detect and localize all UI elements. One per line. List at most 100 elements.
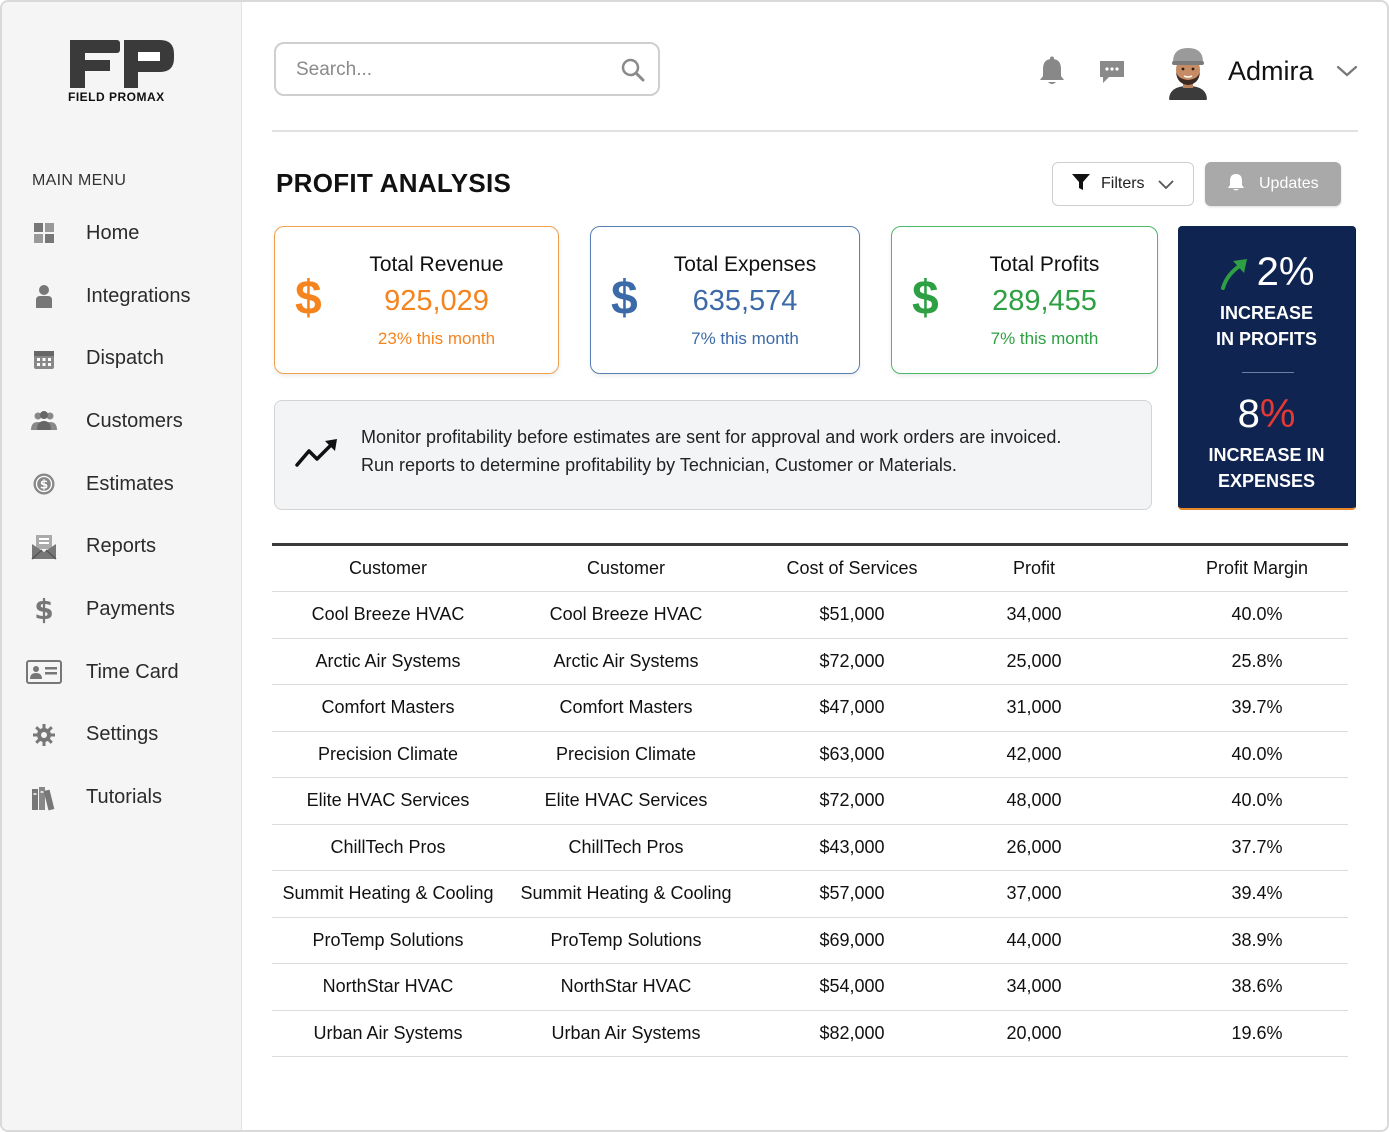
table-row[interactable]: ProTemp Solutions ProTemp Solutions $69,00…	[272, 918, 1348, 964]
table-cell: 37,000	[1006, 883, 1062, 904]
calendar-icon	[28, 344, 60, 374]
sidebar-item-time-card[interactable]: Time Card	[2, 641, 242, 704]
filters-label: Filters	[1101, 175, 1145, 192]
table-cell: $54,000	[819, 976, 885, 997]
gear-icon	[28, 720, 60, 750]
table-cell: 44,000	[1006, 929, 1062, 950]
table-cell: Precision Climate	[317, 743, 459, 764]
table-cell: $43,000	[819, 836, 885, 857]
id-card-icon	[24, 657, 64, 687]
expense-increase-number: 8	[1237, 392, 1260, 436]
user-name[interactable]: Admira	[1228, 56, 1314, 86]
table-cell: 42,000	[1006, 743, 1062, 764]
dollar-sign-icon: $	[28, 594, 60, 624]
info-text-line-2: Run reports to determine profitability b…	[361, 455, 957, 475]
card-title: Total Profits	[989, 253, 1100, 276]
sidebar-item-label: Tutorials	[86, 786, 162, 809]
table-row[interactable]: Arctic Air Systems Arctic Air Systems $72,…	[272, 639, 1348, 685]
table-cell: 34,000	[1006, 976, 1062, 997]
table-cell: Summit Heating & Cooling	[520, 883, 732, 904]
expense-increase-label-2: EXPENSES	[1217, 471, 1316, 491]
column-header[interactable]: Customer	[586, 558, 666, 578]
svg-text:$: $	[40, 478, 48, 492]
sidebar-item-label: Reports	[86, 535, 157, 558]
table-cell: 25.8%	[1231, 650, 1283, 671]
table-row[interactable]: Precision Climate Precision Climate $63,00…	[272, 732, 1348, 778]
table-cell: $72,000	[819, 650, 885, 671]
card-title: Total Expenses	[673, 253, 817, 276]
table-cell: 39.7%	[1231, 697, 1283, 718]
group-icon	[28, 406, 60, 436]
sidebar-item-label: Dispatch	[86, 347, 164, 370]
table-cell: $82,000	[819, 1022, 885, 1043]
table-cell: $69,000	[819, 929, 885, 950]
column-header[interactable]: Profit	[1012, 558, 1055, 578]
expense-increase-label-1: INCREASE IN	[1208, 445, 1325, 465]
table-cell: Cool Breeze HVAC	[549, 604, 703, 625]
card-change: 7% this month	[691, 329, 799, 348]
avatar[interactable]	[1165, 44, 1211, 100]
card-change: 7% this month	[990, 329, 1099, 348]
sidebar-item-integrations[interactable]: Integrations	[2, 265, 242, 328]
table-cell: Urban Air Systems	[313, 1022, 463, 1043]
person-icon	[28, 281, 60, 311]
table-cell: 31,000	[1006, 697, 1062, 718]
table-cell: 39.4%	[1231, 883, 1283, 904]
table-cell: Arctic Air Systems	[553, 650, 699, 671]
sidebar-item-label: Integrations	[86, 284, 191, 307]
table-cell: ProTemp Solutions	[312, 929, 464, 950]
sidebar-item-reports[interactable]: Reports	[2, 515, 242, 578]
table-row[interactable]: Comfort Masters Comfort Masters $47,000 31,…	[272, 685, 1348, 732]
table-cell: Precision Climate	[555, 743, 697, 764]
updates-label: Updates	[1259, 175, 1319, 192]
sidebar: FIELD PROMAX MAIN MENU Home Integrations	[2, 2, 242, 1130]
notification-bell-icon[interactable]	[1038, 56, 1066, 86]
chat-icon[interactable]	[1098, 58, 1126, 86]
card-value: 925,029	[384, 285, 489, 317]
sidebar-item-home[interactable]: Home	[2, 202, 242, 265]
table-cell: ChillTech Pros	[330, 836, 446, 857]
column-header[interactable]: Cost of Services	[786, 558, 918, 578]
sidebar-item-estimates[interactable]: $ Estimates	[2, 453, 242, 516]
main-menu-title: MAIN MENU	[32, 172, 127, 189]
table-cell: ChillTech Pros	[568, 836, 684, 857]
books-icon	[28, 783, 60, 813]
sidebar-item-label: Estimates	[86, 472, 174, 495]
table-cell: 26,000	[1006, 836, 1062, 857]
panel-divider	[1242, 372, 1294, 373]
sidebar-item-settings[interactable]: Settings	[2, 704, 242, 767]
table-row[interactable]: Elite HVAC Services Elite HVAC Services $7…	[272, 778, 1348, 825]
search-box[interactable]	[274, 42, 660, 96]
search-icon[interactable]	[620, 57, 646, 83]
sidebar-item-tutorials[interactable]: Tutorials	[2, 766, 242, 829]
sidebar-item-payments[interactable]: $ Payments	[2, 578, 242, 641]
table-row[interactable]: Cool Breeze HVAC Cool Breeze HVAC $51,000 3…	[272, 592, 1348, 639]
sidebar-item-label: Payments	[86, 597, 175, 620]
card-value: 289,455	[992, 285, 1097, 317]
search-input[interactable]	[296, 56, 616, 84]
table-row[interactable]: Urban Air Systems Urban Air Systems $82,00…	[272, 1011, 1348, 1057]
table-cell: 48,000	[1006, 790, 1062, 811]
sidebar-item-customers[interactable]: Customers	[2, 390, 242, 453]
updates-button[interactable]: Updates	[1205, 162, 1341, 206]
column-header[interactable]: Customer	[348, 558, 428, 578]
info-banner: Monitor profitability before estimates a…	[274, 400, 1152, 510]
dollar-sign-icon: $	[611, 272, 638, 325]
filters-button[interactable]: Filters	[1052, 162, 1194, 206]
field-promax-logo[interactable]: FIELD PROMAX	[68, 38, 178, 108]
table-row[interactable]: ChillTech Pros ChillTech Pros $43,000 26,00…	[272, 825, 1348, 871]
highlight-panel: 2% INCREASE IN PROFITS 8% INCREASE IN EX…	[1178, 226, 1356, 510]
table-row[interactable]: NorthStar HVAC NorthStar HVAC $54,000 34,00…	[272, 964, 1348, 1011]
sidebar-item-label: Settings	[86, 723, 159, 746]
table-cell: Comfort Masters	[321, 697, 455, 718]
table-row[interactable]: Summit Heating & Cooling Summit Heating &…	[272, 871, 1348, 918]
total-expenses-card: $ Total Expenses 635,574 7% this month	[590, 226, 860, 374]
table-cell: 40.0%	[1231, 604, 1283, 625]
column-header[interactable]: Profit Margin	[1205, 558, 1309, 578]
sidebar-item-dispatch[interactable]: Dispatch	[2, 327, 242, 390]
table-cell: Arctic Air Systems	[315, 650, 461, 671]
table-cell: $72,000	[819, 790, 885, 811]
table-cell: 25,000	[1006, 650, 1062, 671]
chevron-down-icon[interactable]	[1336, 64, 1358, 78]
